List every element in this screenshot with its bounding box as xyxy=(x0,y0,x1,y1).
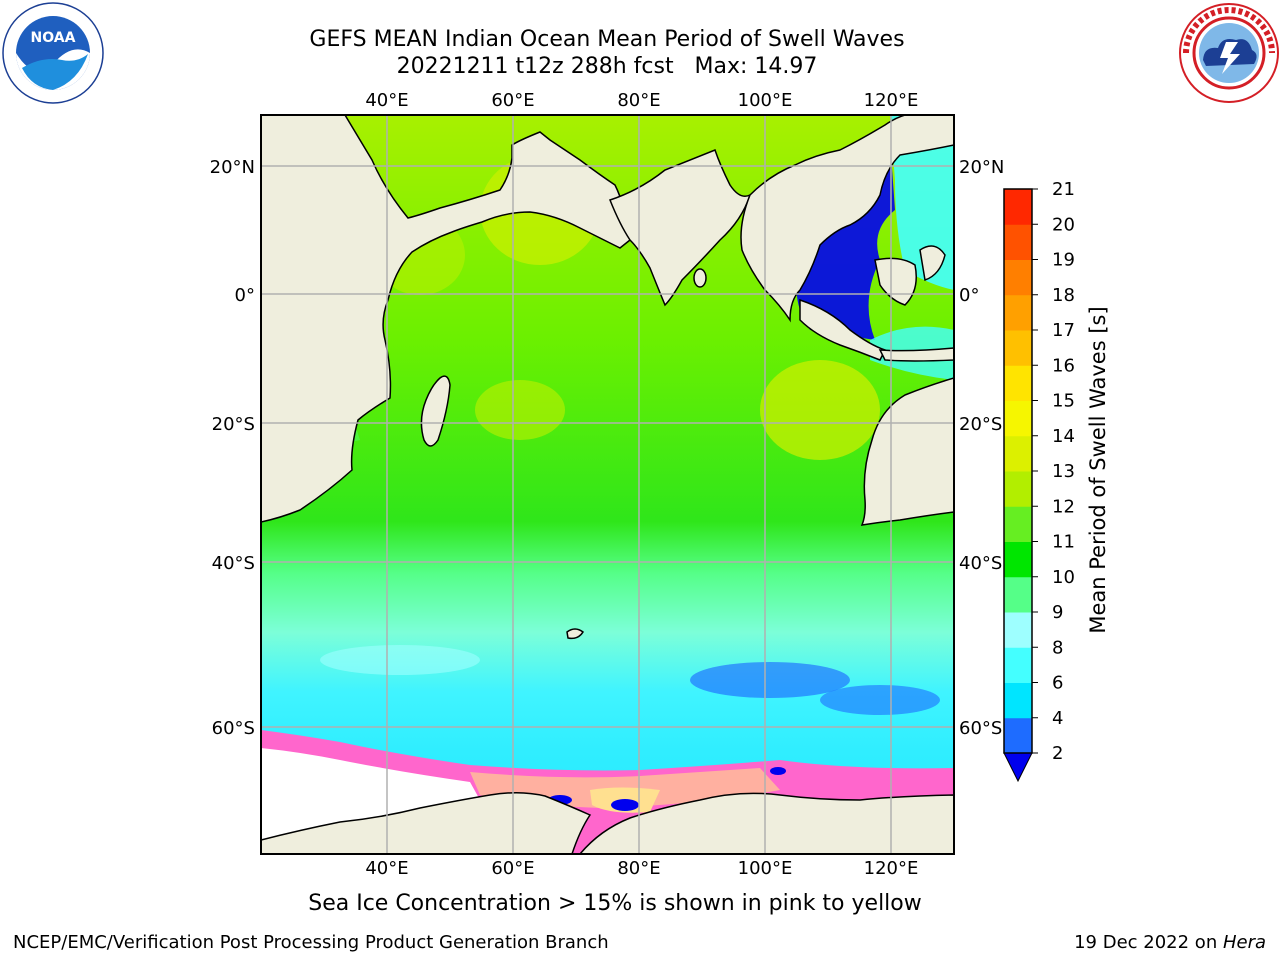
colorbar-swatch xyxy=(1004,189,1032,225)
colorbar-tick-label: 8 xyxy=(1052,637,1063,658)
footer-credit: NCEP/EMC/Verification Post Processing Pr… xyxy=(13,932,609,953)
lat-tick-label: 20°S xyxy=(959,414,1002,435)
gridlines xyxy=(261,115,954,854)
colorbar-swatch xyxy=(1004,435,1032,472)
lon-tick-label: 120°E xyxy=(864,858,919,879)
colorbar-swatch xyxy=(1004,365,1032,401)
colorbar-swatch xyxy=(1004,224,1032,260)
lon-tick-label: 60°E xyxy=(491,858,534,879)
colorbar-swatch xyxy=(1004,612,1032,648)
colorbar-swatch xyxy=(1004,471,1032,507)
colorbar-title: Mean Period of Swell Waves [s] xyxy=(1086,306,1110,633)
lat-tick-label: 40°S xyxy=(212,553,255,574)
colorbar-swatch xyxy=(1004,506,1032,542)
colorbar-tick-label: 14 xyxy=(1052,426,1075,447)
colorbar-swatch xyxy=(1004,682,1032,719)
colorbar-swatch xyxy=(1004,717,1032,754)
colorbar-tick-label: 15 xyxy=(1052,391,1075,412)
lon-tick-label: 40°E xyxy=(365,90,408,111)
colorbar-tick-label: 12 xyxy=(1052,496,1075,517)
lat-tick-label: 20°N xyxy=(210,157,255,178)
colorbar-swatch xyxy=(1004,294,1032,331)
colorbar-tick-label: 11 xyxy=(1052,532,1075,553)
footer-date: 19 Dec 2022 on Hera xyxy=(1074,932,1266,954)
colorbar-tick-label: 18 xyxy=(1052,285,1075,306)
lon-ticks-bottom: 40°E 60°E 80°E 100°E 120°E xyxy=(365,858,918,879)
lon-tick-label: 80°E xyxy=(617,90,660,111)
colorbar-tick-label: 6 xyxy=(1052,673,1063,694)
lat-tick-label: 20°S xyxy=(212,414,255,435)
lon-tick-label: 100°E xyxy=(738,858,793,879)
colorbar-swatch xyxy=(1004,259,1032,296)
noaa-logo-icon: NOAA xyxy=(2,2,104,104)
lat-tick-label: 60°S xyxy=(959,718,1002,739)
colorbar-swatches xyxy=(1004,189,1032,754)
chart-title: GEFS MEAN Indian Ocean Mean Period of Sw… xyxy=(309,27,905,52)
colorbar-tick-label: 9 xyxy=(1052,602,1063,623)
colorbar-swatch xyxy=(1004,647,1032,683)
chart-subtitle: 20221211 t12z 288h fcst Max: 14.97 xyxy=(396,54,818,79)
lat-tick-label: 20°N xyxy=(959,157,1004,178)
colorbar-swatch xyxy=(1004,330,1032,366)
lat-tick-label: 0° xyxy=(959,285,979,306)
lat-tick-label: 60°S xyxy=(212,718,255,739)
colorbar-tick-label: 17 xyxy=(1052,320,1075,341)
colorbar-tick-label: 13 xyxy=(1052,461,1075,482)
colorbar-tick-label: 10 xyxy=(1052,567,1075,588)
colorbar: 2 4 6 8 9 10 11 12 13 14 15 16 17 18 19 20 21 Mean Perio… xyxy=(1003,179,1110,783)
land-masses xyxy=(261,115,954,854)
lon-tick-label: 80°E xyxy=(617,858,660,879)
colorbar-swatch xyxy=(1004,400,1032,437)
colorbar-tick-label: 21 xyxy=(1052,179,1075,200)
colorbar-tick-label: 20 xyxy=(1052,214,1075,235)
footer-date-text: 19 Dec 2022 on xyxy=(1074,932,1223,953)
noaa-logo-text: NOAA xyxy=(31,30,76,46)
lat-ticks-left: 20°N 0° 20°S 40°S 60°S xyxy=(210,157,255,739)
colorbar-tick-label: 16 xyxy=(1052,355,1075,376)
map-area xyxy=(261,115,954,854)
lon-tick-label: 60°E xyxy=(491,90,534,111)
lon-ticks-top: 40°E 60°E 80°E 100°E 120°E xyxy=(365,90,918,111)
map-frame xyxy=(260,114,955,855)
lat-tick-label: 40°S xyxy=(959,553,1002,574)
colorbar-swatch xyxy=(1004,576,1032,613)
colorbar-tick-label: 2 xyxy=(1052,743,1063,764)
colorbar-tick-label: 19 xyxy=(1052,250,1075,271)
lon-tick-label: 120°E xyxy=(864,90,919,111)
lon-tick-label: 100°E xyxy=(738,90,793,111)
lon-tick-label: 40°E xyxy=(365,858,408,879)
footer-machine: Hera xyxy=(1222,932,1266,953)
lat-ticks-right: 20°N 0° 20°S 40°S 60°S xyxy=(959,157,1004,739)
lat-tick-label: 0° xyxy=(235,285,255,306)
colorbar-ticks: 2 4 6 8 9 10 11 12 13 14 15 16 17 18 19 20 21 xyxy=(1032,179,1075,764)
colorbar-under-triangle xyxy=(1003,752,1033,783)
sea-ice-note: Sea Ice Concentration > 15% is shown in … xyxy=(308,891,922,916)
nws-logo-icon xyxy=(1179,3,1279,103)
colorbar-tick-label: 4 xyxy=(1052,708,1063,729)
colorbar-swatch xyxy=(1004,541,1032,578)
